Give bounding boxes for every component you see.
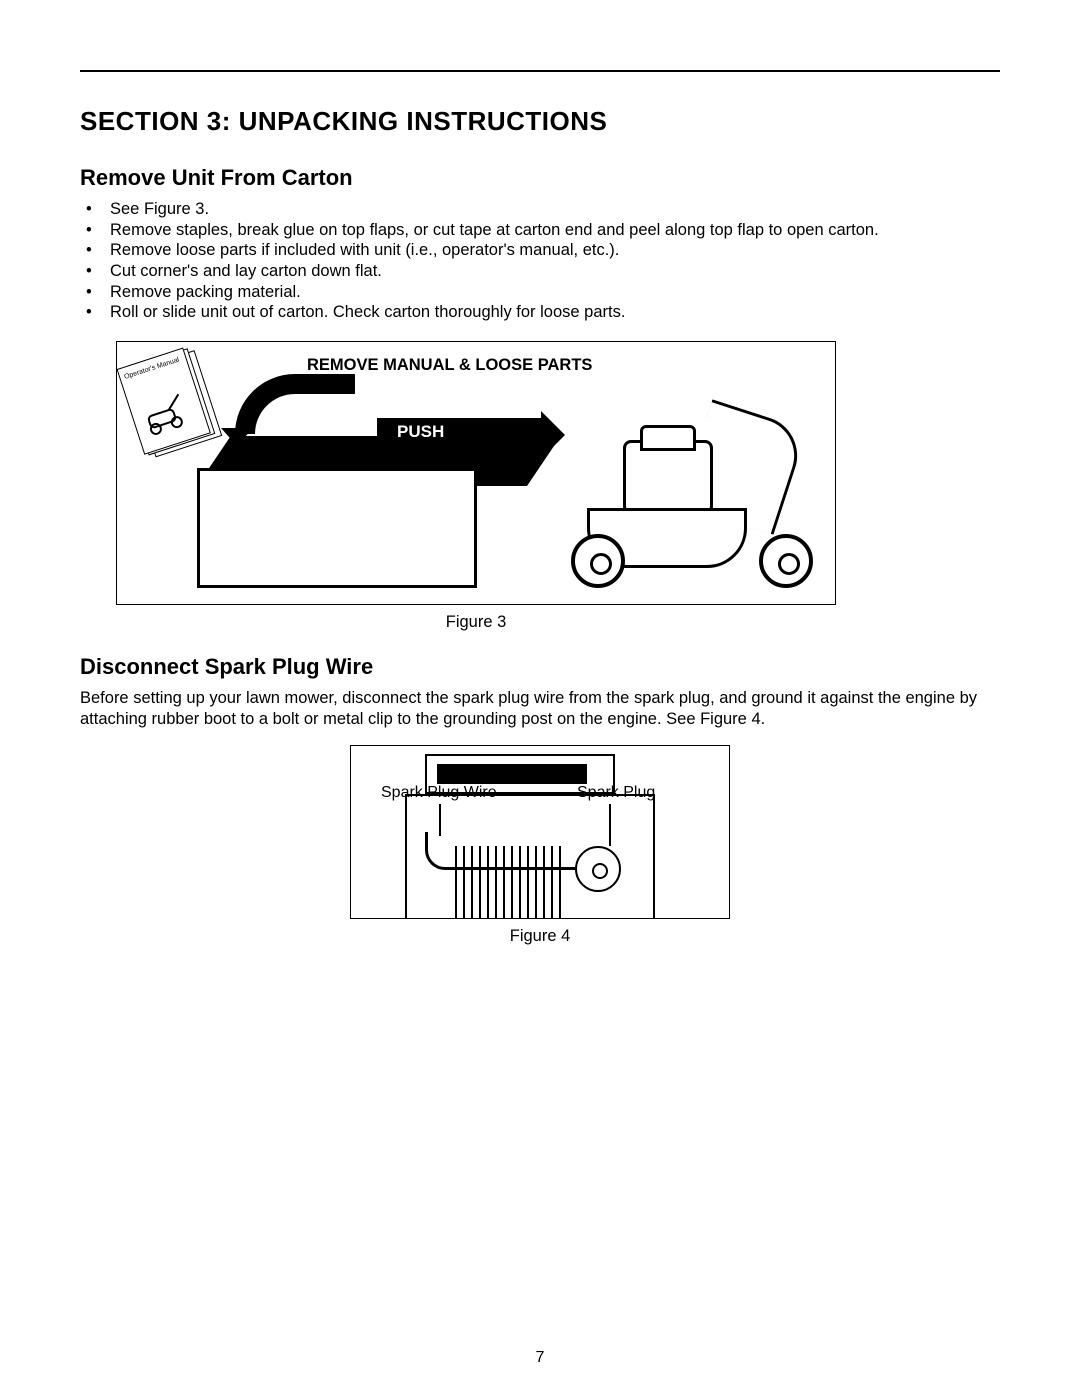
- label-spark-wire: Spark Plug Wire: [381, 784, 497, 802]
- page-number: 7: [0, 1349, 1080, 1367]
- leader-line: [609, 804, 611, 846]
- list-item: Remove loose parts if included with unit…: [110, 240, 1000, 261]
- manual-booklet-icon: Operator's Manual: [117, 341, 238, 460]
- top-rule: [80, 70, 1000, 72]
- figure-3-title: REMOVE MANUAL & LOOSE PARTS: [307, 356, 592, 375]
- list-item: Roll or slide unit out of carton. Check …: [110, 302, 1000, 323]
- list-item: Cut corner's and lay carton down flat.: [110, 261, 1000, 282]
- spark-wire-icon: [425, 832, 575, 870]
- figure-4-caption: Figure 4: [350, 927, 730, 946]
- leader-line: [439, 804, 441, 836]
- remove-bullet-list: See Figure 3. Remove staples, break glue…: [80, 199, 1000, 323]
- spark-plug-icon: [575, 846, 621, 892]
- booklet-label: Operator's Manual: [123, 356, 180, 380]
- push-label: PUSH: [397, 422, 444, 442]
- mower-icon: [577, 388, 817, 588]
- list-item: Remove packing material.: [110, 282, 1000, 303]
- disconnect-body: Before setting up your lawn mower, disco…: [80, 688, 1000, 731]
- sub-heading-remove: Remove Unit From Carton: [80, 165, 1000, 191]
- figure-3-caption: Figure 3: [116, 613, 836, 632]
- label-spark-plug: Spark Plug: [577, 784, 655, 802]
- figure-4: Spark Plug Wire Spark Plug Figure 4: [350, 745, 730, 946]
- figure-4-box: Spark Plug Wire Spark Plug: [350, 745, 730, 919]
- list-item: Remove staples, break glue on top flaps,…: [110, 220, 1000, 241]
- list-item: See Figure 3.: [110, 199, 1000, 220]
- section-title: SECTION 3: UNPACKING INSTRUCTIONS: [80, 106, 1000, 137]
- curl-arrow-icon: [235, 374, 355, 434]
- mower-mini-icon: [140, 391, 192, 437]
- carton-front-icon: [197, 468, 477, 588]
- figure-3-box: REMOVE MANUAL & LOOSE PARTS Operator's M…: [116, 341, 836, 605]
- sub-heading-disconnect: Disconnect Spark Plug Wire: [80, 654, 1000, 680]
- figure-3: REMOVE MANUAL & LOOSE PARTS Operator's M…: [116, 341, 836, 632]
